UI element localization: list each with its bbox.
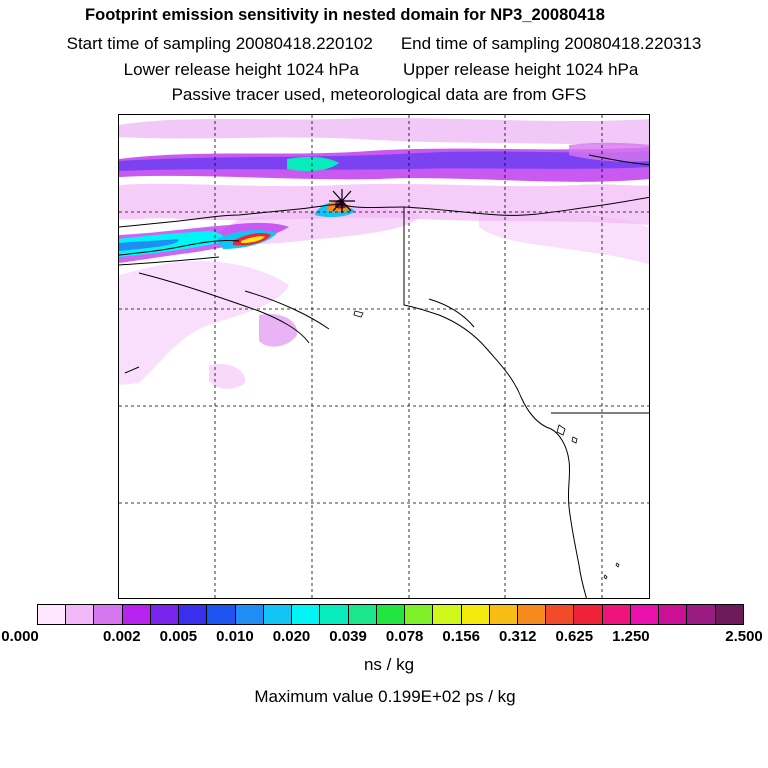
islands: [353, 310, 620, 580]
colorbar-units: ns / kg: [363, 655, 415, 674]
colorbar-segment: [517, 605, 547, 624]
tracer-info: Passive tracer used, meteorological data…: [171, 85, 587, 104]
colorbar-segment: [38, 605, 67, 624]
colorbar-segment: [489, 605, 518, 624]
sensitivity-field: [119, 118, 649, 389]
colorbar: [37, 604, 744, 625]
colorbar-tick-label: 0.078: [385, 628, 424, 645]
colorbar-segment: [715, 605, 743, 624]
colorbar-tick-label: 0.312: [498, 628, 537, 645]
map-panel: [118, 114, 650, 599]
colorbar-segment: [150, 605, 180, 624]
graticule: [119, 115, 649, 598]
colorbar-ticks: 0.000 0.002 0.005 0.010 0.020 0.039 0.078 0.156…: [0, 628, 768, 648]
colorbar-segment: [179, 605, 208, 624]
colorbar-segment: [320, 605, 349, 624]
colorbar-tick-label: 0.039: [329, 628, 367, 645]
colorbar-segment: [659, 605, 688, 624]
colorbar-tick-label: 0.156: [442, 628, 480, 645]
release-location-marker: [329, 189, 355, 213]
colorbar-tick-label: 2.500: [725, 628, 763, 645]
colorbar-segment: [122, 605, 151, 624]
colorbar-segment: [630, 605, 660, 624]
colorbar-tick-label: 0.002: [103, 628, 141, 645]
coastlines: [119, 154, 649, 598]
release-heights: Lower release height 1024 hPa Upper relea…: [0, 60, 765, 80]
colorbar-segment: [687, 605, 716, 624]
colorbar-segment: [348, 605, 377, 624]
map-canvas: [119, 115, 649, 598]
colorbar-segment: [602, 605, 631, 624]
sampling-times: Start time of sampling 20080418.220102 En…: [0, 34, 768, 54]
colorbar-segment: [405, 605, 434, 624]
colorbar-segment: [94, 605, 123, 624]
colorbar-tick-label: 0.625: [555, 628, 594, 645]
plot-title: Footprint emission sensitivity in nested…: [85, 6, 605, 24]
end-sampling-time: End time of sampling 20080418.220313: [400, 34, 702, 53]
colorbar-tick-label: 0.020: [272, 628, 311, 645]
maximum-value: Maximum value 0.199E+02 ps / kg: [254, 687, 516, 706]
colorbar-segment: [292, 605, 321, 624]
colorbar-segment: [207, 605, 236, 624]
colorbar-tick-label: 0.000: [1, 628, 39, 645]
colorbar-segment: [66, 605, 95, 624]
colorbar-tick-label: 0.005: [159, 628, 198, 645]
lower-release-height: Lower release height 1024 hPa: [123, 60, 359, 79]
start-sampling-time: Start time of sampling 20080418.220102: [66, 34, 373, 53]
colorbar-segment: [546, 605, 575, 624]
colorbar-tick-label: 0.010: [216, 628, 254, 645]
upper-release-height: Upper release height 1024 hPa: [403, 60, 639, 79]
colorbar-segment: [263, 605, 293, 624]
colorbar-segment: [461, 605, 490, 624]
colorbar-segment: [433, 605, 462, 624]
colorbar-segment: [235, 605, 264, 624]
colorbar-segment: [574, 605, 603, 624]
colorbar-segment: [376, 605, 406, 624]
colorbar-tick-label: 1.250: [612, 628, 650, 645]
